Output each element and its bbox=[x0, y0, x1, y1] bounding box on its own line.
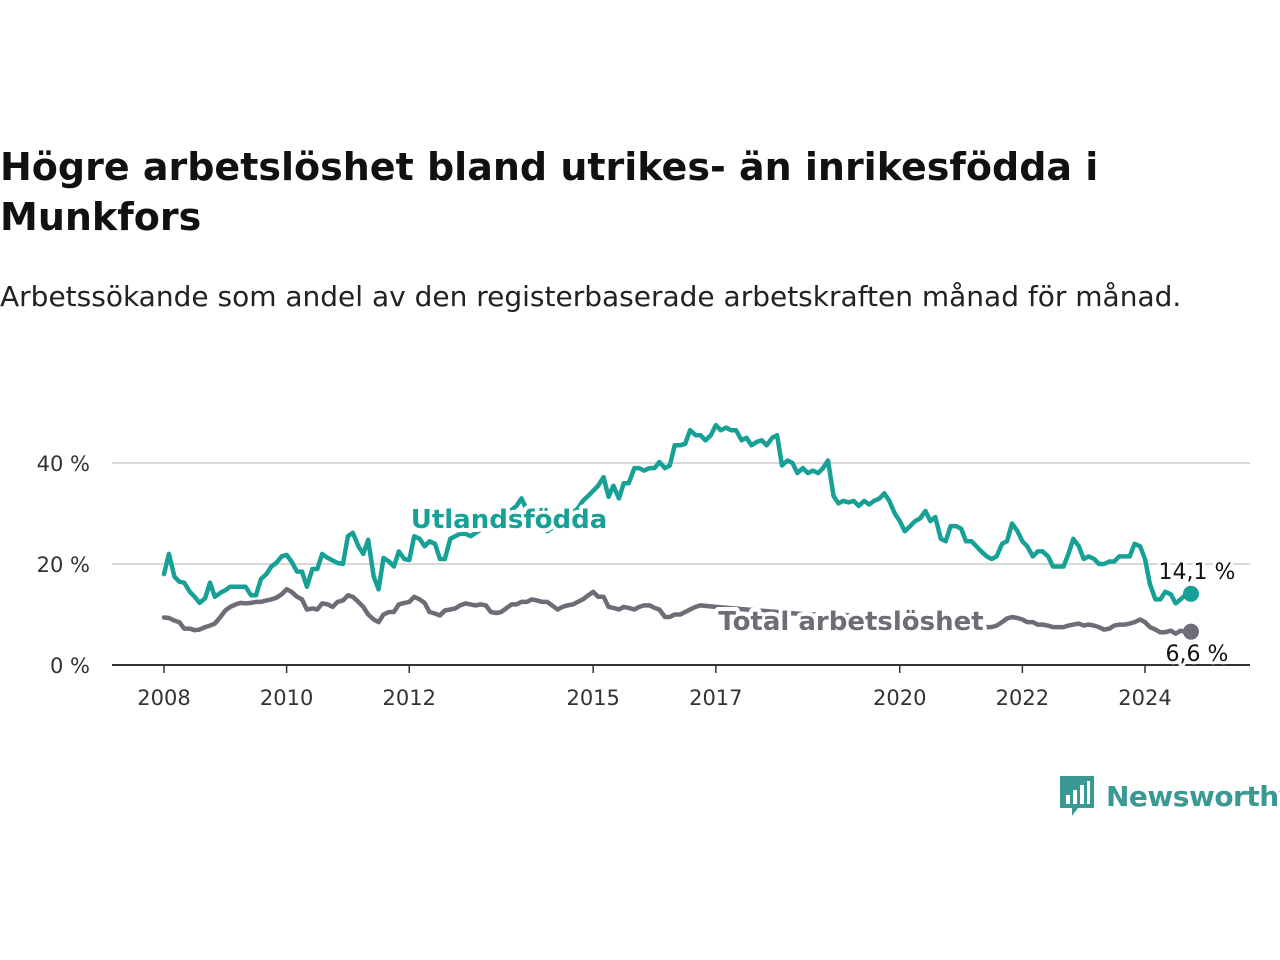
y-tick-label: 40 % bbox=[37, 452, 90, 476]
x-tick-label: 2020 bbox=[873, 686, 926, 710]
y-tick-label: 20 % bbox=[37, 553, 90, 577]
y-tick-label: 0 % bbox=[50, 654, 90, 678]
end-point-utlandsfodda bbox=[1182, 585, 1199, 602]
bar-chart-speech-bubble-icon bbox=[1060, 776, 1094, 816]
gridlines bbox=[112, 462, 1250, 666]
series-line-utlandsfodda bbox=[161, 422, 1194, 606]
x-tick-label: 2017 bbox=[689, 686, 742, 710]
series-label-total: Total arbetslöshet bbox=[718, 607, 983, 637]
chart-title: Högre arbetslöshet bland utrikes- än inr… bbox=[0, 145, 1099, 239]
series-label-utlandsfodda: Utlandsfödda bbox=[411, 505, 608, 535]
x-tick-label: 2012 bbox=[383, 686, 436, 710]
end-value-total: 6,6 % bbox=[1166, 642, 1229, 667]
x-tick-label: 2022 bbox=[996, 686, 1049, 710]
end-point-total bbox=[1182, 623, 1199, 640]
x-axis-ticks: 2008 2010 2012 2015 2017 2020 2022 2024 bbox=[137, 665, 1172, 710]
brand-name: Newsworthy bbox=[1106, 779, 1280, 813]
x-tick-label: 2010 bbox=[260, 686, 313, 710]
series-labels: Utlandsfödda Total arbetslöshet 14,1 % 6,6 … bbox=[407, 501, 1239, 670]
chart-subtitle: Arbetssökande som andel av den registerb… bbox=[0, 280, 1182, 313]
y-axis-ticks: 0 % 20 % 40 % bbox=[37, 452, 90, 678]
x-tick-label: 2024 bbox=[1118, 686, 1171, 710]
x-tick-label: 2008 bbox=[137, 686, 190, 710]
end-value-utlandsfodda: 14,1 % bbox=[1159, 560, 1236, 585]
x-tick-label: 2015 bbox=[566, 686, 619, 710]
newsworthy-logo[interactable]: Newsworthy bbox=[1058, 774, 1280, 818]
series-lines bbox=[161, 422, 1199, 640]
series-line-total bbox=[161, 587, 1194, 636]
